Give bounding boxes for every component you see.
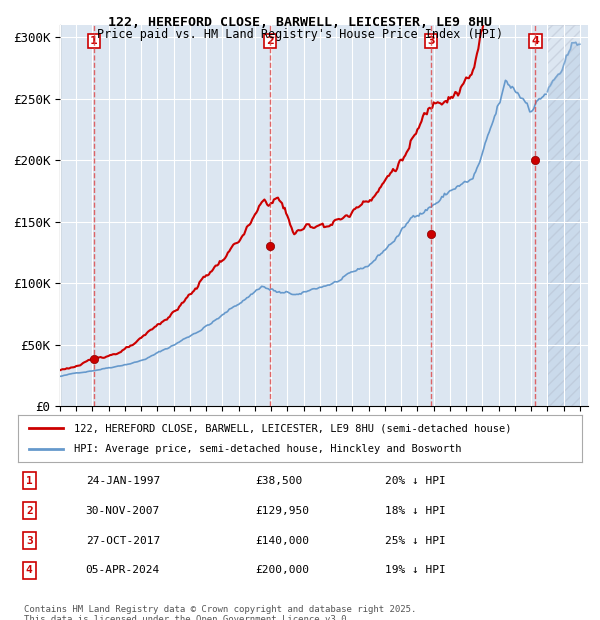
Text: 4: 4 <box>26 565 32 575</box>
Text: 20% ↓ HPI: 20% ↓ HPI <box>385 476 445 485</box>
Text: 2: 2 <box>26 505 32 516</box>
Text: 30-NOV-2007: 30-NOV-2007 <box>86 505 160 516</box>
Text: 18% ↓ HPI: 18% ↓ HPI <box>385 505 445 516</box>
Text: 05-APR-2024: 05-APR-2024 <box>86 565 160 575</box>
Text: 122, HEREFORD CLOSE, BARWELL, LEICESTER, LE9 8HU (semi-detached house): 122, HEREFORD CLOSE, BARWELL, LEICESTER,… <box>74 423 512 433</box>
Text: £38,500: £38,500 <box>255 476 302 485</box>
Text: 3: 3 <box>427 36 434 46</box>
Text: 122, HEREFORD CLOSE, BARWELL, LEICESTER, LE9 8HU: 122, HEREFORD CLOSE, BARWELL, LEICESTER,… <box>108 16 492 29</box>
Text: 25% ↓ HPI: 25% ↓ HPI <box>385 536 445 546</box>
Text: HPI: Average price, semi-detached house, Hinckley and Bosworth: HPI: Average price, semi-detached house,… <box>74 444 462 454</box>
Text: 4: 4 <box>532 36 539 46</box>
Text: 3: 3 <box>26 536 32 546</box>
Text: £129,950: £129,950 <box>255 505 309 516</box>
Text: 1: 1 <box>26 476 32 485</box>
Text: 1: 1 <box>90 36 98 46</box>
Text: 19% ↓ HPI: 19% ↓ HPI <box>385 565 445 575</box>
Text: Contains HM Land Registry data © Crown copyright and database right 2025.
This d: Contains HM Land Registry data © Crown c… <box>24 604 416 620</box>
Text: 24-JAN-1997: 24-JAN-1997 <box>86 476 160 485</box>
Text: 27-OCT-2017: 27-OCT-2017 <box>86 536 160 546</box>
Text: £200,000: £200,000 <box>255 565 309 575</box>
Text: 2: 2 <box>266 36 274 46</box>
Text: Price paid vs. HM Land Registry's House Price Index (HPI): Price paid vs. HM Land Registry's House … <box>97 28 503 41</box>
Text: £140,000: £140,000 <box>255 536 309 546</box>
